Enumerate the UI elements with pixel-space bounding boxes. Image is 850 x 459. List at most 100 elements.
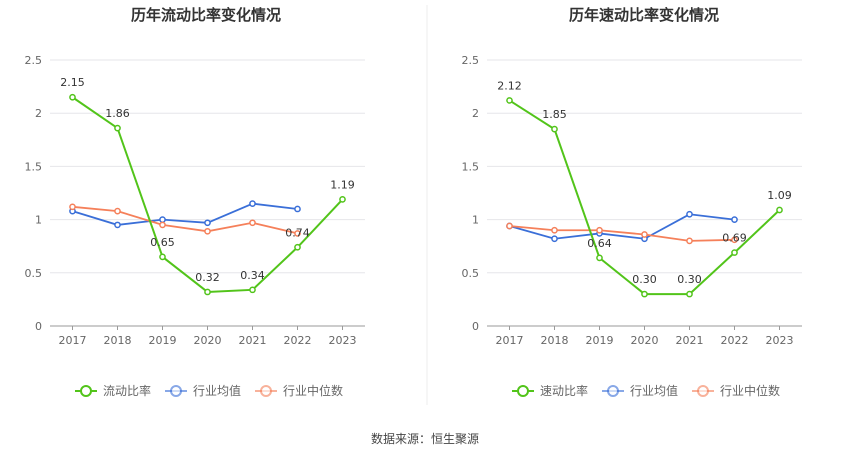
data-point bbox=[776, 206, 783, 214]
data-label: 1.86 bbox=[105, 107, 130, 120]
data-point bbox=[204, 288, 211, 296]
data-point bbox=[596, 254, 603, 262]
chart-panel-2: 历年速动比率变化情况 0 0.5 1 1.5 2 2.5 2017 2018 2019 2020 20… bbox=[462, 6, 802, 398]
data-point bbox=[731, 216, 738, 223]
y-tick-label: 2.5 bbox=[25, 54, 43, 67]
data-source-note: 数据来源：恒生聚源 bbox=[371, 431, 479, 446]
chart-title: 历年流动比率变化情况 bbox=[131, 6, 281, 24]
y-tick-label: 0.5 bbox=[25, 267, 43, 280]
x-tick-label: 2017 bbox=[496, 334, 524, 347]
series-2 bbox=[69, 200, 301, 229]
x-tick-label: 2022 bbox=[284, 334, 312, 347]
x-tick-label: 2021 bbox=[676, 334, 704, 347]
data-label: 0.30 bbox=[632, 273, 657, 286]
data-point bbox=[686, 237, 693, 245]
data-label: 0.32 bbox=[195, 271, 220, 284]
data-point bbox=[114, 221, 121, 229]
data-label: 0.69 bbox=[722, 232, 747, 245]
legend-marker bbox=[697, 385, 709, 397]
data-point bbox=[69, 203, 76, 211]
y-tick-label: 1 bbox=[472, 214, 479, 227]
legend-marker bbox=[170, 385, 182, 397]
series-1: 2.15 1.86 0.65 0.32 0.34 0.74 1.19 bbox=[60, 76, 355, 296]
series-line bbox=[508, 99, 781, 296]
x-tick-label: 2017 bbox=[59, 334, 87, 347]
data-point bbox=[551, 226, 558, 234]
legend-label: 行业均值 bbox=[193, 383, 241, 398]
series-3 bbox=[506, 222, 738, 245]
y-tick-label: 1.5 bbox=[25, 160, 43, 173]
y-tick-label: 2 bbox=[35, 107, 42, 120]
legend-item: 行业均值 bbox=[602, 383, 678, 398]
data-point bbox=[249, 200, 256, 207]
data-point bbox=[551, 125, 558, 133]
data-point bbox=[339, 196, 346, 203]
data-point bbox=[506, 97, 513, 104]
legend-marker bbox=[260, 385, 272, 397]
data-label: 1.09 bbox=[767, 189, 792, 202]
data-label: 1.19 bbox=[330, 178, 355, 191]
data-point bbox=[294, 230, 301, 237]
data-point bbox=[731, 236, 738, 244]
y-tick-label: 0 bbox=[472, 320, 479, 333]
legend-marker bbox=[517, 385, 529, 397]
chart-title: 历年速动比率变化情况 bbox=[569, 6, 719, 24]
data-point bbox=[159, 221, 166, 229]
x-tick-label: 2018 bbox=[104, 334, 132, 347]
legend-item: 流动比率 bbox=[75, 383, 151, 398]
data-point bbox=[114, 207, 121, 215]
y-tick-label: 0.5 bbox=[462, 267, 480, 280]
data-label: 0.65 bbox=[150, 236, 175, 249]
legend-item: 行业中位数 bbox=[692, 383, 780, 398]
series-line bbox=[71, 96, 344, 293]
x-tick-label: 2019 bbox=[149, 334, 177, 347]
data-point bbox=[506, 222, 513, 230]
y-tick-label: 2.5 bbox=[462, 54, 480, 67]
data-point bbox=[204, 219, 211, 227]
series-1: 2.12 1.85 0.64 0.30 0.30 0.69 1.09 bbox=[497, 79, 792, 298]
legend-item: 行业均值 bbox=[165, 383, 241, 398]
data-point bbox=[249, 286, 256, 294]
x-tick-label: 2018 bbox=[541, 334, 569, 347]
series-line bbox=[509, 213, 735, 240]
legend-item: 行业中位数 bbox=[255, 383, 343, 398]
legend-label: 行业中位数 bbox=[720, 383, 780, 398]
data-point bbox=[641, 231, 648, 238]
y-tick-label: 0 bbox=[35, 320, 42, 333]
data-point bbox=[294, 243, 301, 251]
data-point bbox=[641, 290, 648, 298]
series-line bbox=[72, 205, 298, 235]
legend-label: 行业均值 bbox=[630, 383, 678, 398]
series-line bbox=[72, 202, 298, 226]
y-tick-label: 2 bbox=[472, 107, 479, 120]
legend-marker bbox=[607, 385, 619, 397]
data-point bbox=[249, 219, 256, 227]
data-point bbox=[731, 249, 738, 256]
data-label: 0.34 bbox=[240, 269, 265, 282]
legend-item: 速动比率 bbox=[512, 383, 588, 398]
x-tick-label: 2023 bbox=[329, 334, 357, 347]
x-tick-label: 2019 bbox=[586, 334, 614, 347]
chart-panel-1: 历年流动比率变化情况 0 0.5 1 1.5 2 2.5 2017 2018 2019 2020 20… bbox=[25, 6, 365, 398]
data-label: 0.74 bbox=[285, 226, 310, 239]
series-3 bbox=[69, 203, 301, 237]
data-point bbox=[114, 124, 121, 132]
legend-label: 行业中位数 bbox=[283, 383, 343, 398]
x-tick-label: 2022 bbox=[721, 334, 749, 347]
legend-label: 速动比率 bbox=[540, 383, 588, 398]
series-2 bbox=[506, 210, 738, 243]
data-label: 1.85 bbox=[542, 108, 567, 121]
data-point bbox=[551, 235, 558, 243]
x-tick-label: 2020 bbox=[631, 334, 659, 347]
legend-marker bbox=[80, 385, 92, 397]
data-point bbox=[596, 226, 603, 234]
data-point bbox=[686, 290, 693, 298]
data-label: 2.15 bbox=[60, 76, 85, 89]
y-tick-label: 1 bbox=[35, 214, 42, 227]
data-point bbox=[204, 227, 211, 235]
x-tick-label: 2020 bbox=[194, 334, 222, 347]
data-label: 0.64 bbox=[587, 237, 612, 250]
data-label: 0.30 bbox=[677, 273, 702, 286]
